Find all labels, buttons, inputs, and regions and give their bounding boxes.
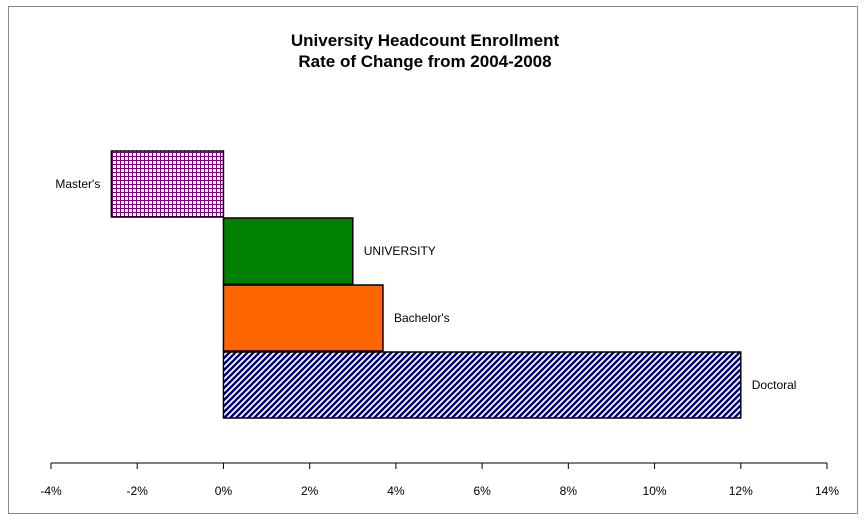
category-label-bachelor-s: Bachelor's (394, 311, 450, 325)
bars-group (111, 151, 740, 418)
x-tick-label: 6% (473, 484, 491, 498)
x-axis: -4% -2% 0% 2% 4% 6% 8% 10% 12% 14% (40, 463, 839, 498)
x-tick-label: 12% (729, 484, 753, 498)
x-tick-label: 2% (301, 484, 319, 498)
category-label-university: UNIVERSITY (364, 244, 436, 258)
bar-master-s (111, 151, 223, 217)
x-tick-label: 14% (815, 484, 839, 498)
x-tick-label: -2% (127, 484, 149, 498)
x-tick-label: 4% (387, 484, 405, 498)
bar-doctoral (223, 352, 740, 418)
bar-bachelor-s (223, 285, 383, 351)
category-label-master-s: Master's (55, 177, 100, 191)
x-tick-label: -4% (40, 484, 62, 498)
x-tick-label: 8% (560, 484, 578, 498)
category-label-doctoral: Doctoral (752, 378, 797, 392)
bar-university (223, 218, 352, 284)
x-tick-label: 0% (215, 484, 233, 498)
x-tick-label: 10% (643, 484, 667, 498)
